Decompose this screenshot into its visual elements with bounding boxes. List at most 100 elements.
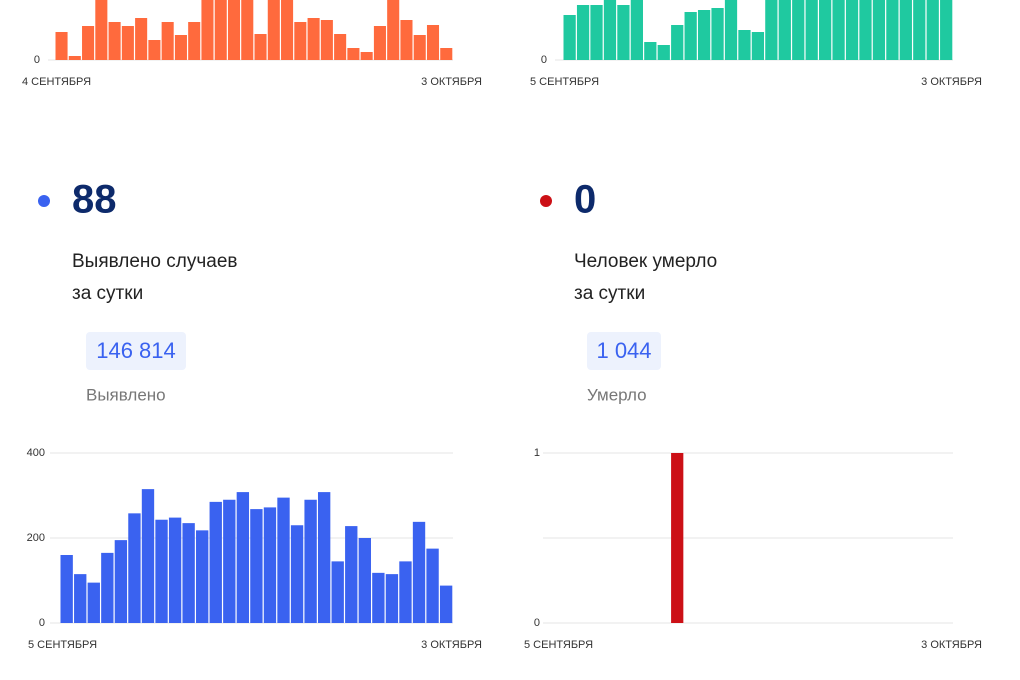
bar [236,492,250,623]
bar [148,40,161,60]
total-label: Выявлено [86,385,166,404]
bar [657,45,670,60]
total: 1 044 [596,338,651,363]
bar [74,574,87,623]
x-tick-label: 3 ОКТЯБРЯ [421,76,482,88]
bar [188,22,201,60]
bar [331,561,344,623]
bar [399,561,412,623]
bar [254,34,267,60]
y-tick-label: 200 [27,532,45,544]
bar [832,0,845,60]
bar [60,555,73,623]
bar [576,5,590,60]
bar [413,35,426,60]
bar [845,0,859,60]
bar [899,0,912,60]
y-tick-label: 400 [27,447,45,459]
bar [412,521,426,623]
x-tick-label: 5 СЕНТЯБРЯ [28,639,97,651]
bar [630,0,643,60]
bar [108,22,121,60]
bar [304,499,317,623]
daily-value: 0 [574,178,596,222]
y-tick-label: 0 [39,617,45,629]
bar [317,492,331,623]
y-tick-label: 0 [34,54,40,66]
x-tick-label: 5 СЕНТЯБРЯ [524,639,593,651]
bar [334,34,347,60]
bar [859,0,872,60]
bar [277,497,290,623]
bar [792,0,805,60]
bar [135,18,148,60]
y-tick-label: 0 [541,54,547,66]
bar [196,530,209,623]
bar [724,0,738,60]
bar [751,32,765,60]
dot [38,195,50,207]
y-tick-label: 0 [534,617,540,629]
bar [387,0,400,60]
y-tick-label: 1 [534,447,540,459]
bar [590,5,603,60]
bar [307,18,320,60]
daily-value: 88 [72,178,117,222]
bar [372,572,385,623]
caption: за сутки [574,283,645,304]
bar [617,5,630,60]
caption: Человек умерло [574,251,717,272]
bar [644,42,657,60]
dot [540,195,552,207]
bar [671,25,684,60]
bar [95,0,108,60]
bar [765,0,778,60]
bar [320,20,333,60]
bar [281,0,294,60]
bar [347,48,360,60]
bar [872,0,886,60]
caption: за сутки [72,283,143,304]
badge [587,332,661,370]
x-tick-label: 3 ОКТЯБРЯ [921,639,982,651]
badge [86,332,186,370]
bar [440,48,453,60]
bar [426,25,440,60]
bar [439,585,453,623]
x-tick-label: 3 ОКТЯБРЯ [421,639,482,651]
total: 146 814 [96,338,176,363]
bar [87,582,100,623]
bar [55,32,68,60]
bar [168,517,182,623]
bar [886,0,899,60]
bar [174,35,187,60]
bar [603,0,617,60]
x-tick-label: 4 СЕНТЯБРЯ [22,76,91,88]
bar [263,507,277,623]
bar [209,501,222,623]
total-label: Умерло [587,385,647,404]
bar [426,548,439,623]
bar [223,499,236,623]
bar [373,26,386,60]
bar [141,489,155,623]
bar [805,0,818,60]
bar [778,0,791,60]
x-tick-label: 3 ОКТЯБРЯ [921,76,982,88]
bar [82,26,95,60]
bar [68,56,81,60]
bar [671,453,684,623]
bar [161,22,174,60]
x-tick-label: 5 СЕНТЯБРЯ [530,76,599,88]
bar [101,552,114,623]
bar [697,10,711,60]
bar [684,12,697,60]
bar [358,538,371,623]
bar [182,523,195,623]
bar [241,0,254,60]
bar [294,22,307,60]
bar [940,0,953,60]
bar [128,513,141,623]
bar [738,30,751,60]
